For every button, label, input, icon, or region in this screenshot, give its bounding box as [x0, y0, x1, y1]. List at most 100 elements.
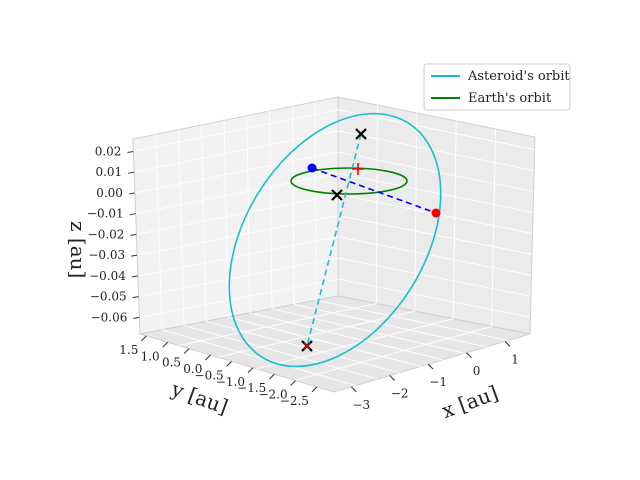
legend: Asteroid's orbit Earth's orbit	[423, 63, 571, 111]
grid-y-left	[269, 110, 273, 309]
grid-floor-y	[315, 299, 509, 341]
earth-orbit-series	[290, 167, 408, 195]
grid-z-right	[337, 278, 531, 318]
asteroid-orbit-line	[228, 112, 442, 368]
x-tick	[427, 363, 434, 370]
grid-floor-x	[217, 310, 415, 358]
line-of-nodes	[311, 167, 437, 214]
node-red-dot	[431, 208, 441, 218]
grid-z-left	[135, 172, 339, 215]
grid-z-right	[337, 151, 534, 192]
sun-marker	[352, 163, 364, 175]
grid-floor-y	[249, 312, 443, 361]
y-tick	[162, 341, 169, 348]
grid-z-left	[134, 151, 339, 194]
grid-x-right	[375, 104, 378, 304]
ascending-node-marker	[331, 189, 343, 201]
grid-z-left	[139, 278, 339, 318]
grid-z-left	[133, 109, 339, 152]
grid-floor-x	[256, 318, 454, 370]
grid-z-right	[337, 172, 534, 213]
grid-x-right	[414, 112, 418, 312]
grid-floor-y	[271, 308, 465, 354]
z-tick	[130, 233, 137, 236]
y-tick-label: −2.0	[258, 388, 287, 402]
z-tick	[133, 316, 140, 319]
grid-y-left	[155, 134, 163, 330]
z-tick-label: 0.01	[95, 165, 122, 179]
legend-label-asteroid: Asteroid's orbit	[467, 69, 570, 84]
z-tick	[131, 254, 138, 257]
grid-x-right	[491, 128, 497, 327]
grid-z-left	[137, 236, 339, 277]
grid-z-left	[136, 193, 339, 235]
y-tick	[141, 335, 147, 342]
y-tick-label: 1.5	[119, 343, 138, 357]
grid-y-left	[291, 106, 295, 305]
y-tick	[226, 361, 233, 367]
grid-y-left	[314, 101, 317, 301]
x-tick	[389, 375, 396, 381]
grid-floor-y	[183, 325, 378, 380]
x-tick	[466, 352, 472, 359]
z-tick	[129, 213, 136, 216]
annotations	[301, 128, 441, 352]
grid-z-left	[134, 130, 339, 173]
y-tick-label: −2.5	[280, 394, 309, 408]
z-tick	[132, 296, 139, 299]
z-tick-label: 0.00	[96, 186, 123, 200]
x-tick-label: −2	[391, 387, 409, 401]
z-tick	[128, 171, 135, 174]
x-tick-label: −3	[352, 398, 370, 412]
z-tick-label: −0.04	[89, 269, 126, 283]
grid-lines	[133, 101, 535, 386]
tick-labels: 0.020.010.00−0.01−0.02−0.03−0.04−0.05−0.…	[87, 144, 519, 411]
x-tick-label: 1	[511, 352, 519, 366]
grid-y-left	[178, 129, 185, 326]
y-tick	[204, 354, 211, 361]
earth-orbit-line	[290, 167, 408, 195]
x-tick	[504, 341, 511, 347]
z-tick-label: −0.05	[90, 290, 127, 304]
y-tick-label: −1.5	[237, 381, 266, 395]
z-tick-label: 0.02	[95, 144, 122, 158]
z-axis-label: z [au]	[66, 221, 90, 278]
y-tick-label: 1.0	[141, 349, 160, 363]
y-tick	[311, 386, 318, 393]
z-tick	[127, 150, 134, 153]
node-blue-dot	[307, 163, 317, 173]
grid-z-left	[138, 257, 339, 298]
grid-floor-y	[227, 316, 422, 367]
grid-z-right	[337, 130, 535, 171]
legend-box	[423, 63, 571, 111]
y-tick-label: 0.5	[162, 356, 181, 370]
x-tick-label: −1	[429, 375, 447, 389]
z-tick-label: −0.02	[88, 227, 125, 241]
x-tick	[350, 386, 357, 393]
grid-y-left	[200, 124, 207, 322]
aphelion-red-marker	[303, 342, 311, 350]
x-axis-label: x [au]	[438, 381, 501, 423]
z-tick-label: −0.03	[88, 248, 125, 262]
grid-z-right	[337, 257, 532, 297]
grid-y-left	[246, 115, 251, 313]
y-tick-label: −1.0	[216, 375, 245, 389]
z-tick-label: −0.01	[87, 207, 124, 221]
y-tick	[247, 367, 254, 374]
grid-floor-y	[293, 304, 487, 348]
z-tick	[131, 275, 138, 278]
line-of-apsides	[306, 133, 362, 347]
axis-ticks	[127, 150, 511, 393]
grid-z-right	[337, 236, 532, 276]
grid-x-right	[452, 120, 457, 319]
y-tick	[183, 348, 190, 355]
x-tick-label: 0	[473, 364, 481, 378]
grid-floor-y	[161, 329, 356, 386]
grid-floor-x	[295, 325, 492, 381]
grid-y-left	[223, 120, 229, 318]
y-tick	[268, 373, 275, 380]
asteroid-orbit-series	[228, 112, 442, 368]
grid-floor-x	[178, 303, 377, 347]
z-tick	[128, 192, 136, 195]
